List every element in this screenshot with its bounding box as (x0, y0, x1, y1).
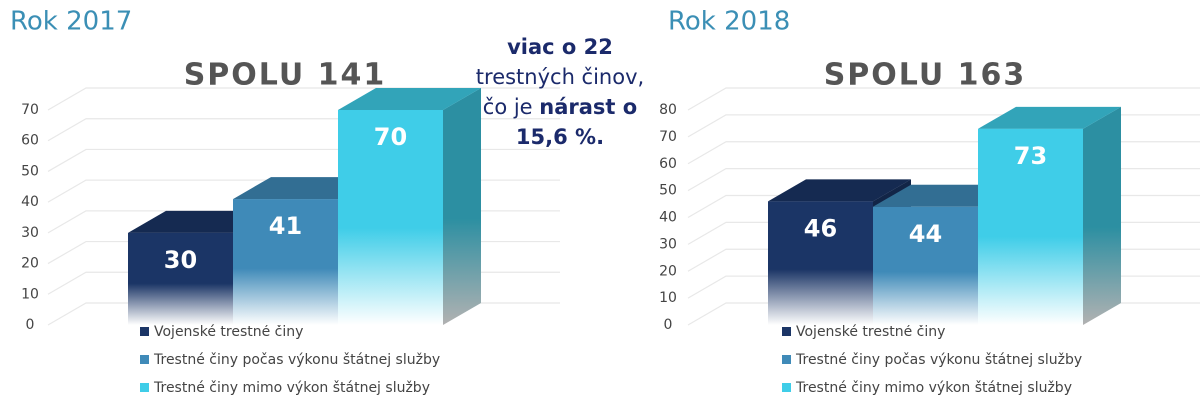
grid-line (687, 141, 1200, 165)
y-tick-label: 20 (659, 263, 677, 279)
y-tick-label: 60 (659, 156, 677, 172)
y-tick-label: 50 (21, 163, 39, 179)
annotation-line: 15,6 %. (516, 125, 604, 149)
annotation-line: viac o 22 (507, 35, 613, 59)
legend-swatch (782, 355, 791, 364)
bar-top-shade (338, 88, 481, 110)
annotation-line: trestných činov, (476, 65, 644, 89)
annotation-run: viac o 22 (507, 35, 613, 59)
annotation-run: čo je (483, 95, 540, 119)
chart-title: SPOLU 163 (824, 58, 1027, 93)
data-label: 46 (804, 214, 837, 242)
legend-swatch (140, 355, 149, 364)
y-tick-label: 10 (21, 286, 39, 302)
bar (873, 206, 978, 325)
bar-side-shade (443, 88, 481, 325)
bar (233, 199, 338, 325)
y-tick-label: 70 (21, 102, 39, 118)
legend-swatch (782, 327, 791, 336)
chart-heading: Rok 2017 (10, 7, 132, 37)
bar-top (978, 106, 1121, 129)
y-tick-label: 0 (664, 317, 673, 333)
legend-swatch (140, 327, 149, 336)
bar-top-shade (978, 106, 1121, 129)
annotation-run: trestných činov, (476, 65, 644, 89)
bar (978, 128, 1083, 325)
y-tick-label: 40 (659, 210, 677, 226)
grid-line (47, 148, 560, 172)
chart-heading: Rok 2018 (668, 7, 790, 37)
bar (338, 110, 443, 325)
y-tick-label: 0 (26, 317, 35, 333)
grid-line (687, 114, 1200, 138)
legend-swatch (782, 383, 791, 392)
annotation-run: 15,6 %. (516, 125, 604, 149)
y-tick-label: 10 (659, 290, 677, 306)
bar-side-shade (1083, 106, 1121, 325)
data-label: 41 (269, 212, 302, 240)
bar-top (768, 179, 911, 202)
annotation-run: nárast o (539, 95, 637, 119)
annotation-line: čo je nárast o (483, 95, 637, 119)
data-label: 70 (374, 123, 407, 151)
legend-swatch (140, 383, 149, 392)
data-label: 73 (1014, 142, 1047, 170)
bar-side (1083, 106, 1121, 325)
legend-label: Vojenské trestné činy (154, 324, 303, 340)
bar-top-shade (768, 179, 911, 202)
legend-label: Vojenské trestné činy (796, 324, 945, 340)
legend-label: Trestné činy mimo výkon štátnej služby (153, 380, 430, 396)
y-tick-label: 60 (21, 133, 39, 149)
data-label: 44 (909, 220, 942, 248)
data-label: 30 (164, 246, 197, 274)
y-tick-label: 30 (21, 225, 39, 241)
bar-top (338, 88, 481, 110)
legend-label: Trestné činy počas výkonu štátnej služby (153, 352, 440, 368)
grid-line (687, 87, 1200, 111)
grid-line (47, 118, 560, 142)
legend-label: Trestné činy počas výkonu štátnej služby (795, 352, 1082, 368)
y-tick-label: 70 (659, 129, 677, 145)
bar-side (443, 88, 481, 325)
y-tick-label: 40 (21, 194, 39, 210)
bar (128, 232, 233, 325)
y-tick-label: 30 (659, 236, 677, 252)
bar (768, 201, 873, 325)
legend-label: Trestné činy mimo výkon štátnej služby (795, 380, 1072, 396)
y-tick-label: 50 (659, 183, 677, 199)
y-tick-label: 80 (659, 102, 677, 118)
chart-title: SPOLU 141 (184, 58, 387, 93)
y-tick-label: 20 (21, 256, 39, 272)
